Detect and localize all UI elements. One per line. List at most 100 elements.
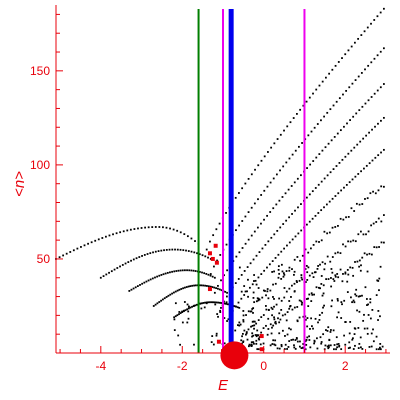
data-point — [301, 301, 303, 304]
data-point — [243, 270, 246, 272]
data-point — [214, 303, 217, 306]
data-point — [354, 240, 357, 243]
data-point — [305, 298, 308, 300]
data-point — [330, 277, 332, 279]
data-point — [304, 268, 307, 270]
data-point — [348, 341, 351, 344]
data-point — [336, 299, 339, 302]
data-point — [361, 348, 364, 350]
data-point — [152, 305, 155, 307]
data-point — [336, 343, 339, 346]
data-point — [217, 287, 219, 290]
data-point — [115, 232, 118, 235]
data-point — [245, 333, 247, 336]
data-point — [372, 190, 374, 193]
data-point — [275, 303, 278, 306]
data-point — [312, 243, 315, 246]
data-point — [240, 274, 243, 276]
data-point — [252, 311, 254, 314]
data-point — [343, 334, 346, 337]
data-point — [181, 321, 184, 324]
data-point — [210, 341, 213, 344]
data-point — [140, 227, 143, 229]
data-point — [344, 343, 347, 346]
data-point — [356, 260, 359, 263]
data-point — [336, 273, 339, 275]
data-point — [330, 268, 333, 270]
data-point — [267, 328, 270, 330]
data-point — [110, 270, 113, 273]
data-point — [273, 316, 275, 319]
data-point — [116, 267, 119, 269]
data-point — [319, 263, 321, 266]
data-point — [331, 299, 333, 302]
data-point — [378, 277, 381, 280]
data-point — [370, 332, 373, 335]
data-point — [336, 132, 339, 135]
data-point — [256, 329, 259, 332]
data-point — [156, 275, 159, 278]
data-point — [242, 341, 245, 344]
data-point — [256, 334, 258, 337]
data-point — [325, 329, 327, 331]
data-point — [307, 266, 310, 269]
data-point — [270, 236, 273, 239]
data-point — [122, 230, 125, 233]
data-point — [251, 320, 254, 323]
data-point — [336, 316, 339, 319]
data-point — [318, 314, 321, 316]
data-point — [246, 266, 249, 268]
data-point — [253, 280, 255, 282]
data-point — [359, 346, 362, 349]
data-point — [366, 26, 369, 29]
data-point — [355, 288, 358, 291]
data-point — [154, 226, 157, 228]
data-point — [273, 233, 276, 236]
data-point — [194, 240, 196, 242]
data-point — [179, 343, 181, 346]
data-point — [216, 339, 221, 344]
data-point — [339, 129, 342, 132]
data-point — [382, 185, 385, 188]
data-point — [311, 217, 314, 220]
data-point — [331, 271, 334, 274]
data-point — [290, 339, 293, 341]
data-point — [210, 256, 215, 261]
data-point — [132, 287, 135, 290]
data-point — [310, 300, 313, 302]
data-point — [242, 314, 245, 317]
data-point — [299, 108, 302, 111]
data-point — [302, 346, 304, 349]
data-point — [342, 243, 344, 246]
data-point — [367, 303, 369, 306]
data-point — [257, 299, 260, 302]
data-point — [196, 252, 198, 255]
data-point — [200, 284, 203, 287]
data-point — [237, 278, 240, 280]
data-point — [244, 242, 247, 245]
data-point — [242, 319, 245, 321]
data-point — [288, 340, 291, 342]
data-point — [318, 286, 320, 289]
data-point — [282, 275, 285, 278]
data-point — [263, 155, 266, 158]
data-point — [334, 274, 337, 277]
data-point — [331, 226, 334, 229]
data-point — [202, 302, 205, 304]
data-point — [283, 129, 285, 132]
data-point — [76, 247, 79, 250]
data-point — [346, 280, 349, 283]
data-point — [280, 309, 283, 311]
data-point — [344, 272, 347, 275]
data-point — [209, 240, 211, 243]
data-point — [233, 305, 236, 307]
data-point — [171, 248, 174, 251]
data-point — [200, 307, 203, 310]
data-point — [189, 306, 192, 309]
data-point — [255, 254, 258, 257]
data-point — [342, 93, 344, 96]
data-point — [326, 330, 329, 332]
data-point — [104, 235, 107, 238]
data-point — [304, 340, 307, 343]
data-point — [186, 269, 188, 272]
